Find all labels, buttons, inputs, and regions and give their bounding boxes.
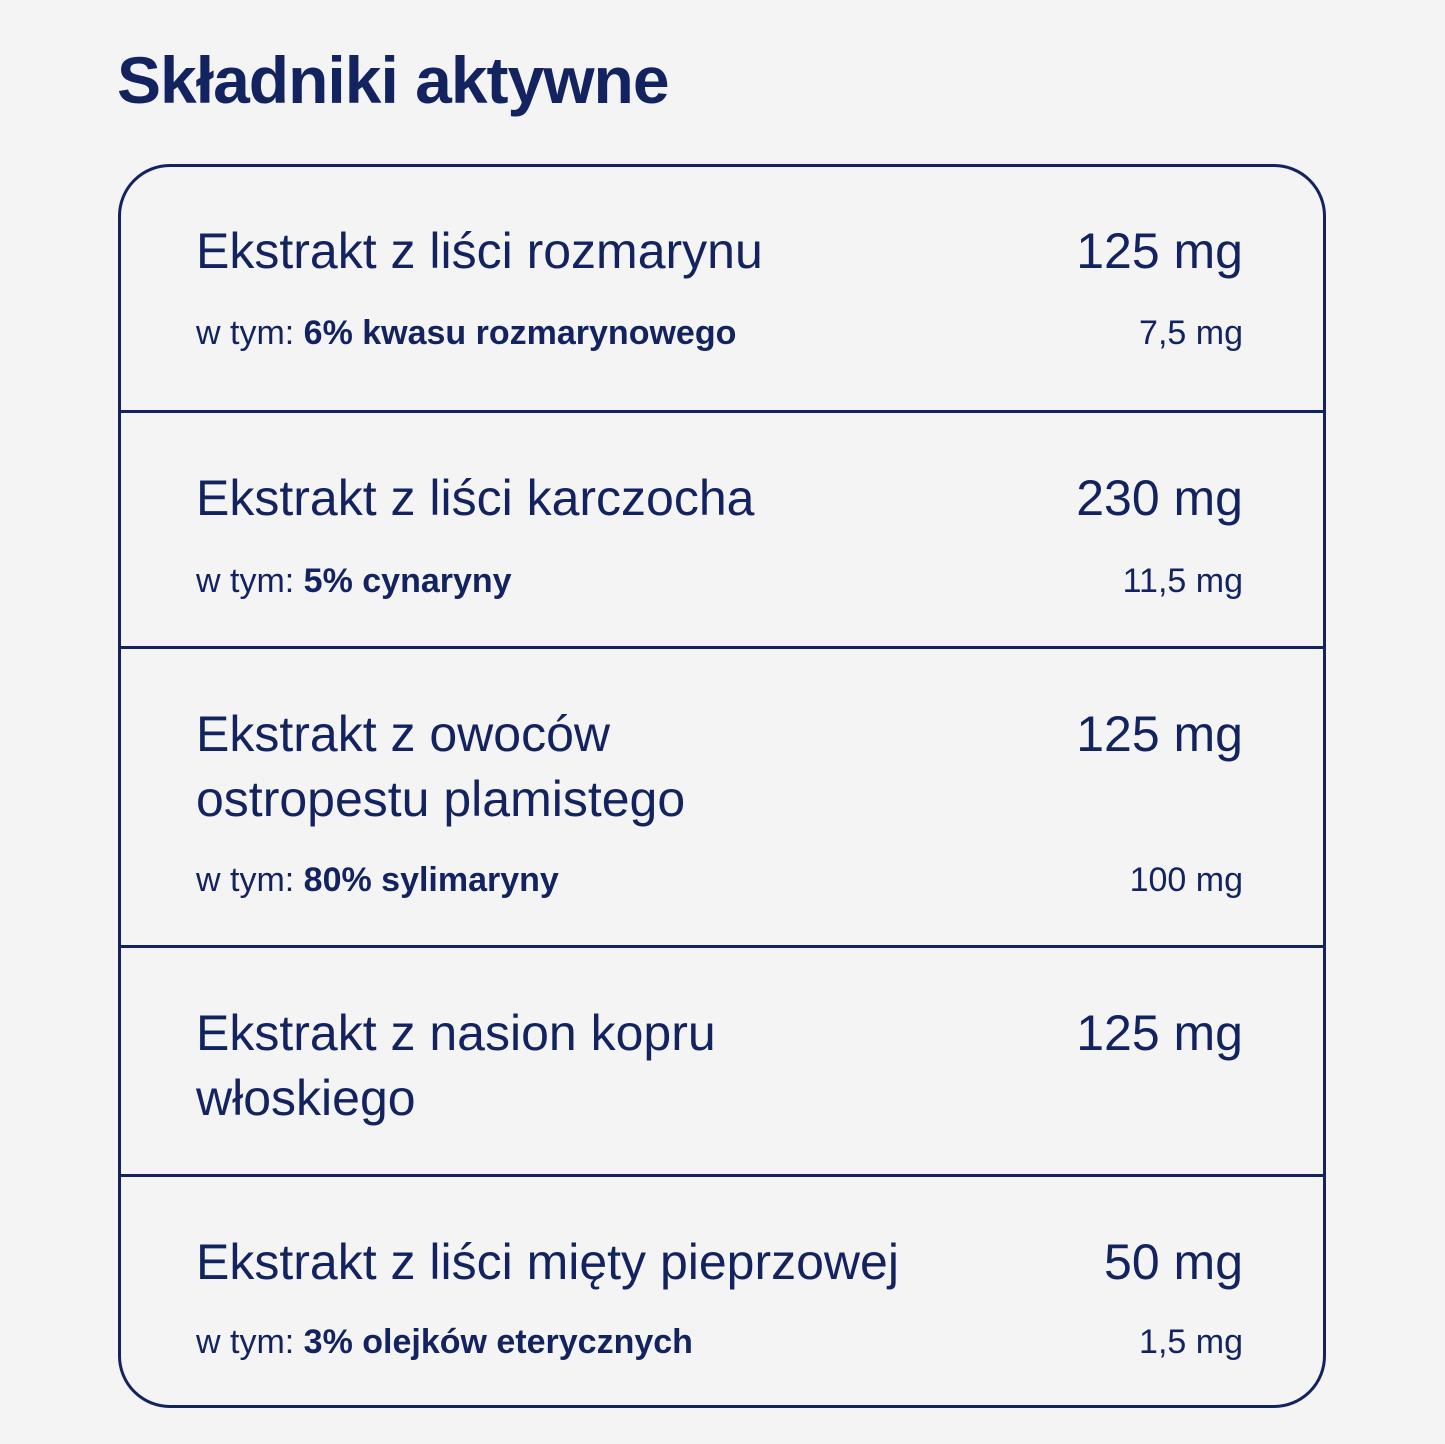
sub-amount: 100 mg — [1129, 861, 1243, 899]
page-title: Składniki aktywne — [117, 43, 670, 117]
sub-amount: 7,5 mg — [1139, 314, 1243, 352]
ingredient-amount: 125 mg — [1076, 706, 1243, 762]
ingredient-sub: w tym: 5% cynaryny — [196, 561, 512, 601]
sub-prefix: w tym: — [196, 562, 295, 600]
ingredient-name: Ekstrakt z liści rozmarynu — [196, 223, 763, 279]
ingredients-table: Ekstrakt z liści rozmarynu 125 mg w tym:… — [118, 164, 1326, 1408]
ingredient-sub: w tym: 6% kwasu rozmarynowego — [196, 313, 736, 353]
sub-amount: 11,5 mg — [1122, 562, 1243, 600]
ingredient-amount: 230 mg — [1076, 470, 1243, 526]
sub-detail: 6% kwasu rozmarynowego — [303, 314, 737, 352]
ingredient-sub: w tym: 80% sylimaryny — [196, 860, 559, 900]
ingredient-row: Ekstrakt z owoców ostropestu plamistego … — [121, 649, 1323, 948]
ingredient-row: Ekstrakt z liści rozmarynu 125 mg w tym:… — [121, 167, 1323, 413]
sub-prefix: w tym: — [196, 1323, 295, 1361]
ingredient-row: Ekstrakt z liści karczocha 230 mg w tym:… — [121, 413, 1323, 649]
ingredient-amount: 50 mg — [1104, 1234, 1243, 1290]
sub-prefix: w tym: — [196, 314, 295, 352]
sub-detail: 5% cynaryny — [303, 562, 512, 600]
sub-detail: 3% olejków eterycznych — [303, 1323, 693, 1361]
ingredient-amount: 125 mg — [1076, 1005, 1243, 1061]
ingredient-row: Ekstrakt z nasion kopru włoskiego 125 mg — [121, 948, 1323, 1177]
ingredient-amount: 125 mg — [1076, 223, 1243, 279]
ingredient-name: Ekstrakt z liści mięty pieprzowej — [196, 1234, 899, 1290]
ingredient-name: Ekstrakt z owoców ostropestu plamistego — [196, 706, 686, 827]
ingredient-name: Ekstrakt z liści karczocha — [196, 470, 755, 526]
sub-prefix: w tym: — [196, 861, 295, 899]
ingredient-name: Ekstrakt z nasion kopru włoskiego — [196, 1005, 716, 1126]
ingredient-row: Ekstrakt z liści mięty pieprzowej 50 mg … — [121, 1177, 1323, 1405]
sub-amount: 1,5 mg — [1139, 1323, 1243, 1361]
sub-detail: 80% sylimaryny — [303, 861, 559, 899]
ingredient-sub: w tym: 3% olejków eterycznych — [196, 1322, 693, 1362]
